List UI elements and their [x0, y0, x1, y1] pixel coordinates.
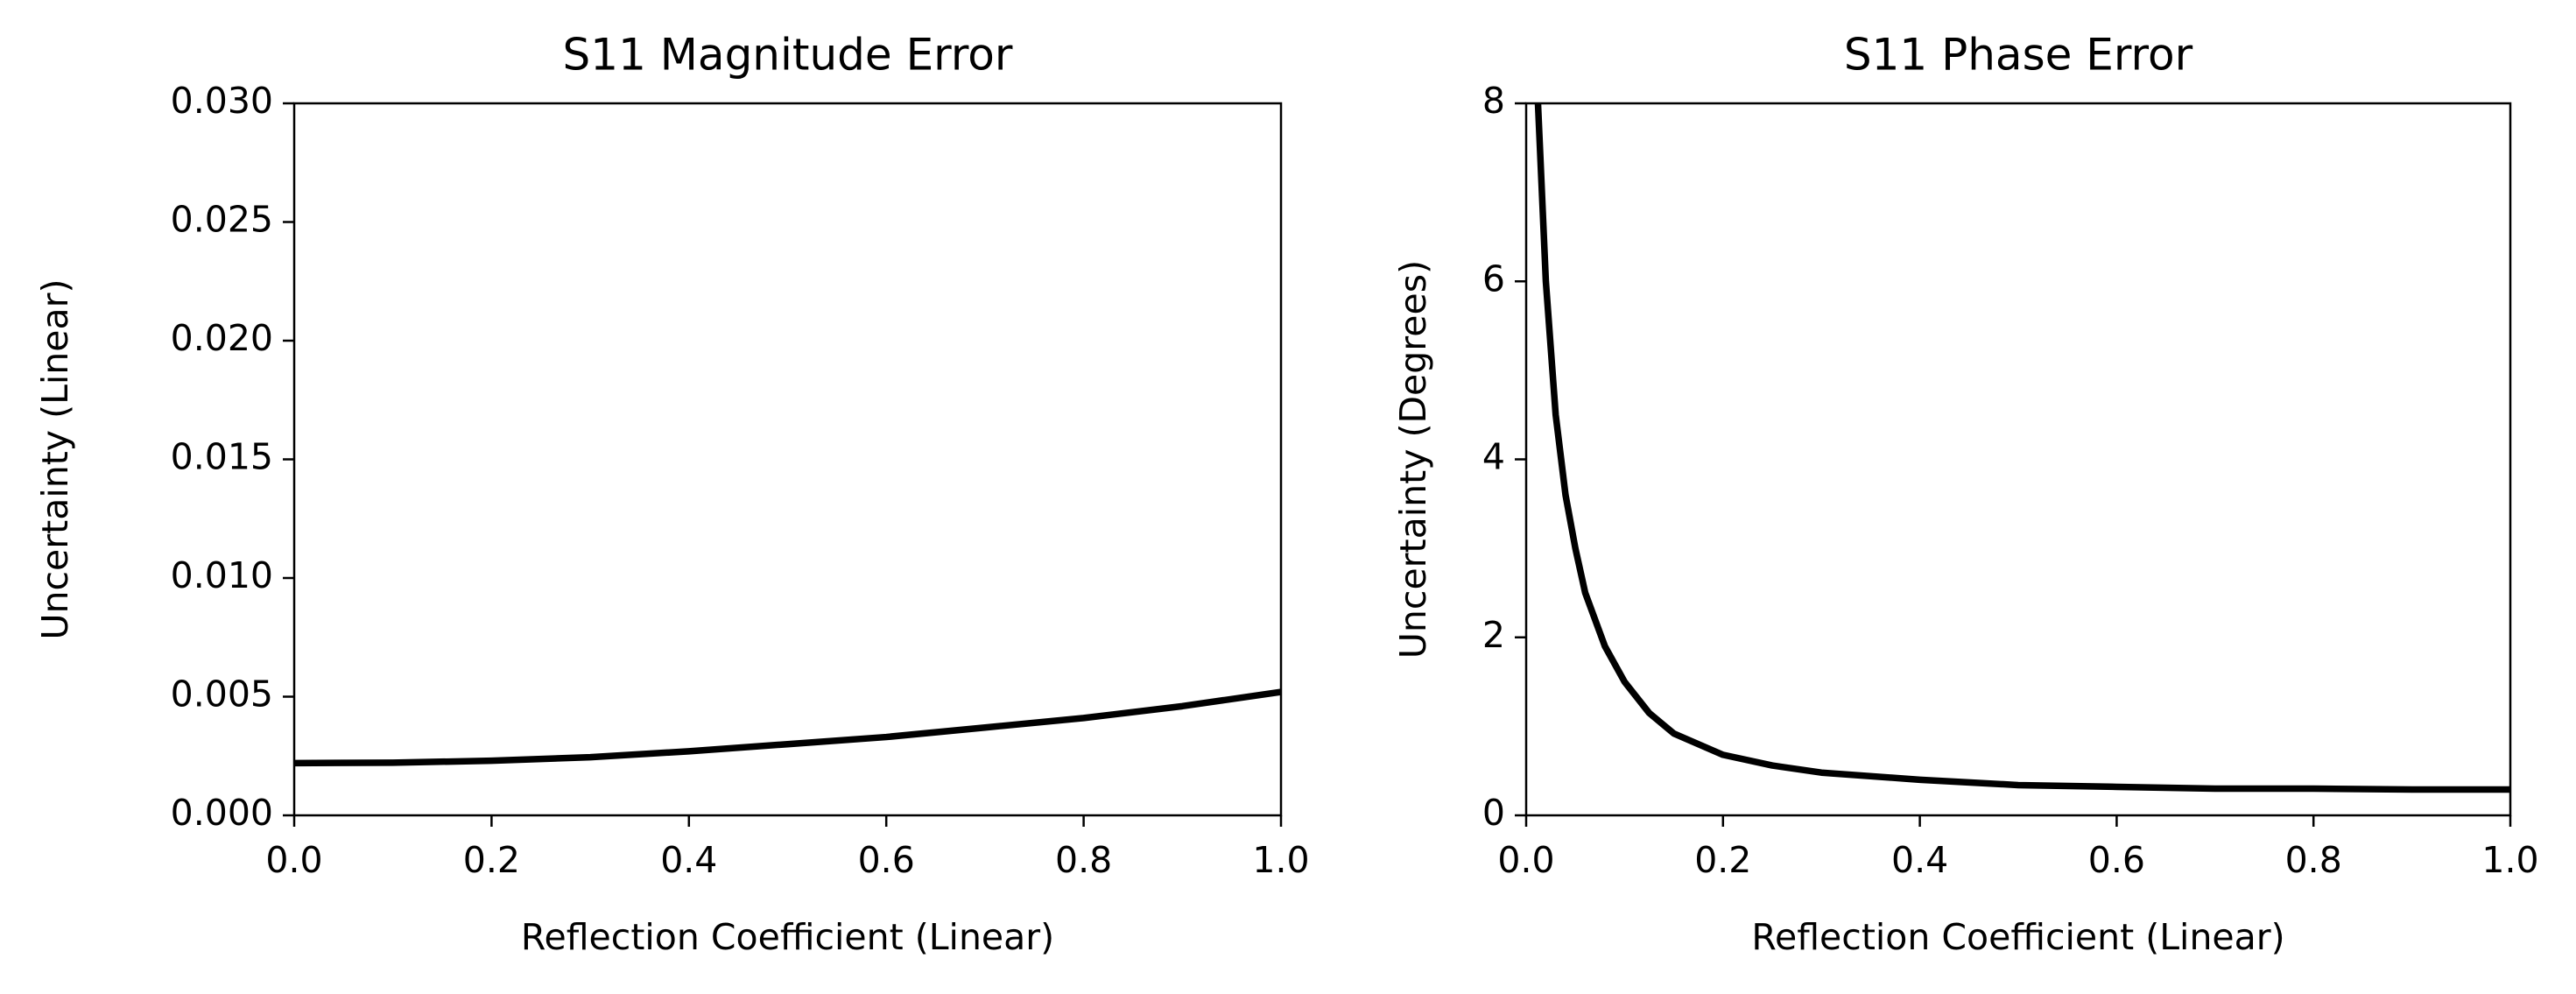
y-tick-label: 0 — [1482, 792, 1505, 834]
data-line — [1534, 103, 2510, 793]
x-tick-label: 0.0 — [265, 839, 322, 881]
x-tick-label: 0.4 — [660, 839, 717, 881]
y-tick-label: 6 — [1482, 257, 1505, 300]
x-axis-label: Reflection Coefficient (Linear) — [1751, 916, 2284, 958]
y-axis-label: Uncertainty (Linear) — [34, 279, 76, 640]
x-tick-label: 1.0 — [1252, 839, 1309, 881]
x-tick-label: 0.2 — [463, 839, 520, 881]
y-tick-label: 0.030 — [171, 80, 273, 122]
chart-title: S11 Phase Error — [1844, 30, 2193, 81]
x-axis-label: Reflection Coefficient (Linear) — [521, 916, 1054, 958]
y-tick-label: 0.020 — [171, 317, 273, 359]
y-tick-label: 0.015 — [171, 436, 273, 478]
data-line — [294, 688, 1281, 767]
x-tick-label: 0.6 — [858, 839, 915, 881]
x-tick-label: 0.8 — [2285, 839, 2342, 881]
chart: 0.0 0.2 0.4 0.6 0.8 1.0 0.000 0.005 0.010 0.015 0.… — [34, 30, 1310, 959]
y-tick-label: 0.010 — [171, 554, 273, 596]
y-axis-label: Uncertainty (Degrees) — [1392, 260, 1434, 659]
y-tick-label: 0.025 — [171, 199, 273, 241]
x-tick-label: 0.4 — [1891, 839, 1948, 881]
x-tick-label: 0.0 — [1497, 839, 1554, 881]
y-tick-label: 8 — [1482, 80, 1505, 122]
y-tick-label: 0.000 — [171, 792, 273, 834]
y-tick-label: 4 — [1482, 436, 1505, 478]
x-tick-label: 1.0 — [2481, 839, 2538, 881]
x-tick-label: 0.2 — [1694, 839, 1751, 881]
x-tick-label: 0.8 — [1055, 839, 1112, 881]
chart-title: S11 Magnitude Error — [563, 30, 1013, 81]
x-tick-label: 0.6 — [2088, 839, 2145, 881]
y-tick-label: 2 — [1482, 614, 1505, 656]
chart: 0.0 0.2 0.4 0.6 0.8 1.0 0 2 4 6 8 S11 Phase Error Re… — [1392, 30, 2539, 959]
y-tick-label: 0.005 — [171, 673, 273, 716]
